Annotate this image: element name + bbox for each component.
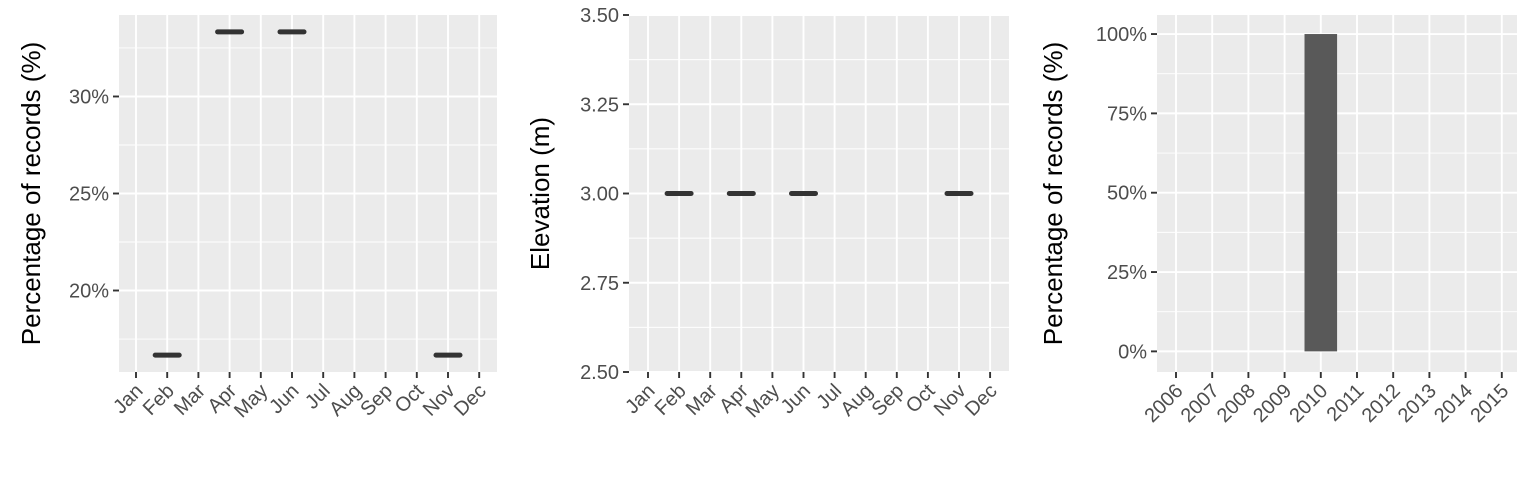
x-tick-label: Mar [682,380,722,420]
y-tick-label: 100% [1096,24,1147,46]
y-axis-title: Percentage of records (%) [1038,42,1068,345]
y-tick-label: 75% [1107,103,1147,125]
x-tick-label: 2006 [1141,380,1188,427]
y-tick-label: 2.75 [580,273,619,295]
x-tick-label: Jun [265,380,303,418]
y-tick-label: 20% [69,281,109,303]
y-tick-label: 50% [1107,183,1147,205]
y-tick-label: 3.25 [580,94,619,116]
x-tick-label: Jun [777,380,815,418]
x-tick-label: 2008 [1213,380,1260,427]
y-tick-label: 25% [1107,262,1147,284]
x-tick-label: Dec [450,380,491,421]
y-tick-label: 3.00 [580,184,619,206]
x-tick-label: Dec [961,380,1002,421]
x-tick-label: Jan [109,380,147,418]
x-tick-label: Jan [621,380,659,418]
x-tick-label: 2009 [1249,380,1296,427]
x-tick-label: Mar [170,380,210,420]
x-tick-label: 2012 [1358,380,1405,427]
monthly-percentage-chart: 20%25%30%JanFebMarAprMayJunJulAugSepOctN… [16,15,497,422]
y-tick-label: 25% [69,184,109,206]
x-tick-label: 2013 [1394,380,1441,427]
x-tick-label: Oct [902,380,940,418]
y-axis-title: Elevation (m) [525,117,555,270]
x-tick-label: 2007 [1177,380,1224,427]
x-tick-label: Feb [651,380,691,420]
x-tick-label: 2015 [1466,380,1513,427]
y-tick-label: 2.50 [580,362,619,384]
x-tick-label: Nov [419,380,460,421]
y-axis-title: Percentage of records (%) [16,42,46,345]
y-tick-label: 0% [1118,341,1147,363]
monthly-elevation-chart: 2.502.753.003.253.50JanFebMarAprMayJunJu… [525,5,1009,422]
x-tick-label: Feb [139,380,179,420]
y-tick-label: 3.50 [580,5,619,27]
y-tick-label: 30% [69,86,109,108]
x-tick-label: 2011 [1323,380,1369,426]
x-tick-label: Oct [391,380,429,418]
x-tick-label: 2014 [1430,380,1477,427]
bar [1304,34,1338,352]
x-tick-label: 2010 [1285,380,1332,427]
yearly-percentage-chart: 0%25%50%75%100%2006200720082009201020112… [1038,15,1517,427]
